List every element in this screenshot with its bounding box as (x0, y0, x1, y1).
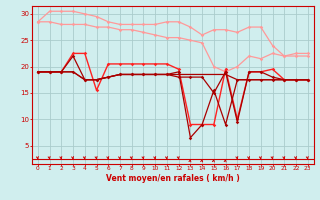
X-axis label: Vent moyen/en rafales ( km/h ): Vent moyen/en rafales ( km/h ) (106, 174, 240, 183)
